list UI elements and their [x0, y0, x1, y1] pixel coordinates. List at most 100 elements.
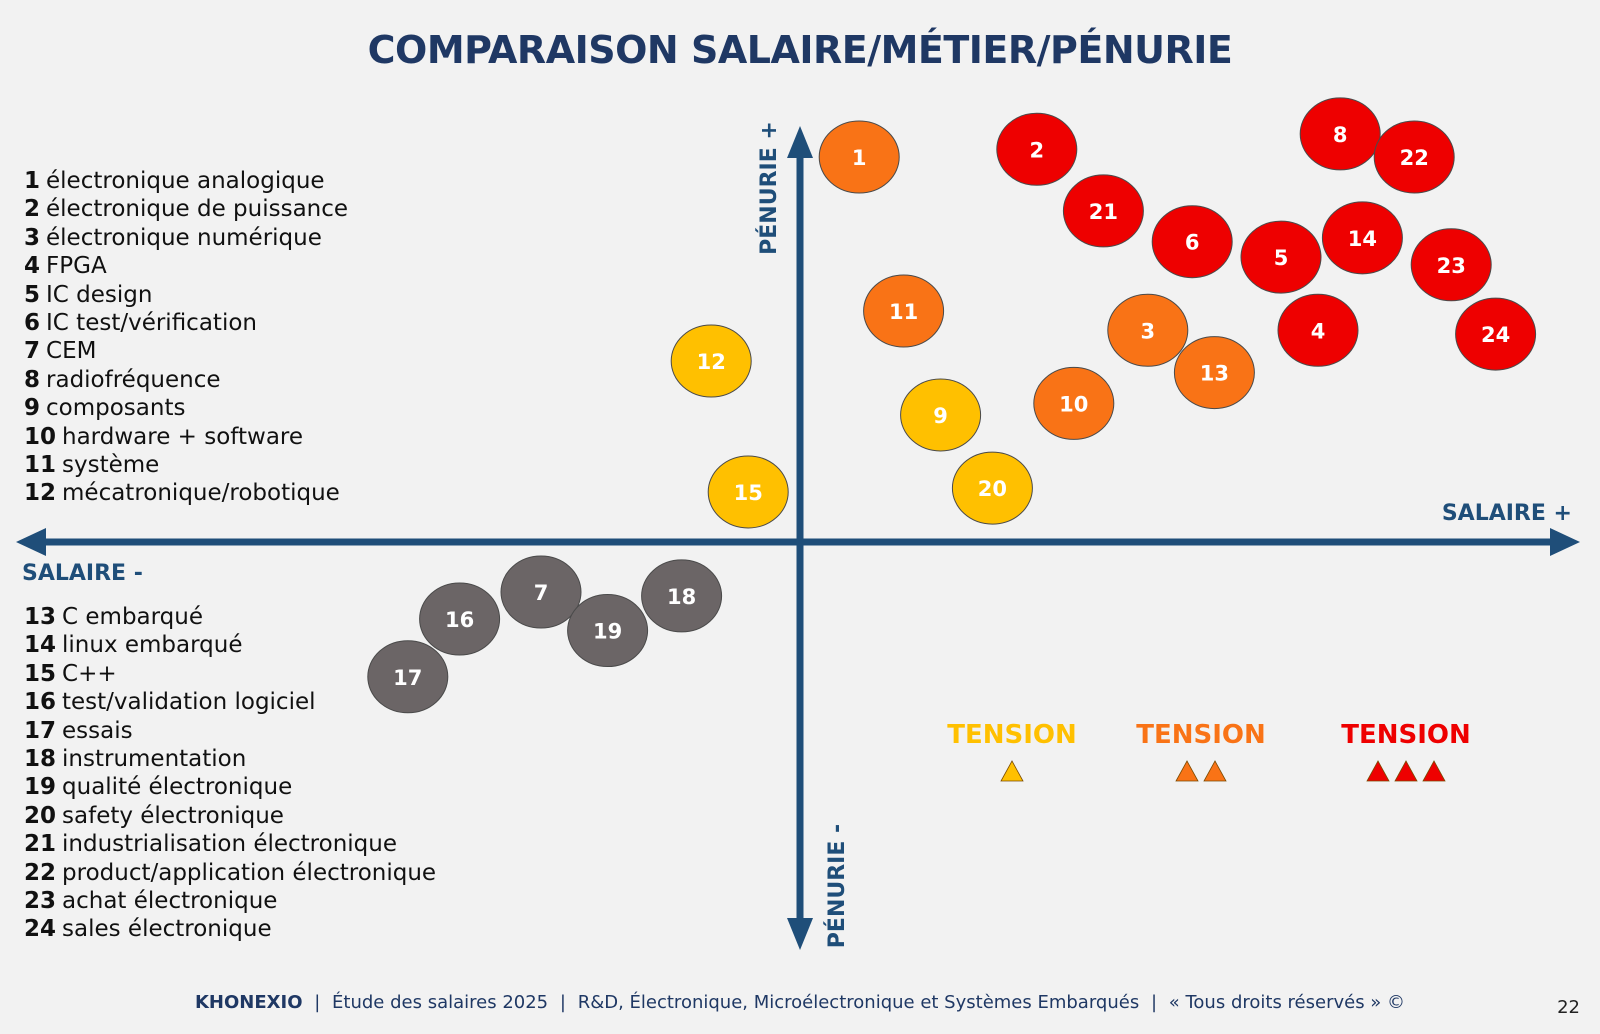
data-point-18: 18 — [641, 559, 723, 633]
y-axis-arrow-positive — [787, 126, 813, 158]
data-point-label: 6 — [1185, 231, 1200, 255]
legend-item: 7 CEM — [24, 337, 348, 365]
legend-item-number: 23 — [24, 887, 57, 914]
data-point-marker — [1321, 201, 1403, 275]
x-axis-arrow-negative — [16, 528, 46, 556]
data-point-label: 4 — [1311, 319, 1326, 343]
tension-triangles-3 — [1331, 760, 1481, 786]
y-axis-arrow-negative — [787, 918, 813, 950]
data-point-22: 22 — [1373, 120, 1455, 194]
data-point-label: 2 — [1029, 138, 1044, 162]
data-point-label: 1 — [852, 146, 867, 170]
axis-labels: SALAIRE + SALAIRE - PÉNURIE + PÉNURIE - — [22, 121, 1572, 948]
tension-triangle-icon — [1422, 760, 1446, 782]
tension-triangle-icon — [1175, 760, 1199, 782]
data-point-6: 6 — [1151, 205, 1233, 279]
legend-item-label: C embarqué — [62, 604, 204, 630]
x-axis-label-positive: SALAIRE + — [1442, 501, 1572, 526]
footer-separator: | — [314, 992, 321, 1013]
legend-item-label: industrialisation électronique — [62, 831, 397, 858]
tension-triangle-icon — [1394, 760, 1418, 782]
data-point-21: 21 — [1062, 174, 1144, 248]
data-point-marker — [367, 640, 449, 714]
legend-item-number: 3 — [24, 224, 41, 251]
data-point-marker — [1299, 97, 1381, 171]
legend-item-number: 18 — [24, 745, 57, 772]
legend-item-number: 5 — [24, 281, 41, 308]
data-point-5: 5 — [1240, 220, 1322, 294]
data-point-marker — [500, 555, 582, 629]
legend-item-label: product/application électronique — [62, 859, 437, 886]
data-point-label: 14 — [1348, 227, 1377, 251]
footer-separator: | — [1150, 992, 1158, 1013]
data-point-label: 22 — [1400, 146, 1429, 170]
tension-triangles-2 — [1126, 760, 1276, 786]
legend-item: 22 product/application électronique — [24, 859, 436, 887]
data-point-label: 18 — [667, 585, 696, 609]
tension-label-3: TENSION — [1341, 720, 1471, 750]
legend-item-number: 6 — [24, 309, 41, 336]
data-point-7: 7 — [500, 555, 582, 629]
data-point-marker — [1373, 120, 1455, 194]
data-point-label: 24 — [1481, 323, 1510, 347]
data-point-label: 10 — [1059, 392, 1088, 416]
legend-item-number: 10 — [24, 423, 57, 450]
data-point-marker — [567, 594, 649, 668]
data-point-marker — [1455, 297, 1537, 371]
chart-axes — [16, 126, 1580, 950]
legend-item: 3 électronique numérique — [24, 224, 348, 252]
data-point-marker — [707, 455, 789, 529]
legend-item-label: achat électronique — [62, 887, 278, 914]
data-point-label: 16 — [445, 608, 474, 632]
legend-item-number: 14 — [24, 632, 57, 659]
footer-rights: « Tous droits réservés » © — [1168, 992, 1406, 1013]
legend-bottom: 13 C embarqué 14 linux embarqué 15 C++ 16 test/… — [24, 603, 436, 944]
data-point-9: 9 — [900, 378, 982, 452]
data-point-label: 11 — [889, 300, 918, 324]
legend-item-label: sales électronique — [62, 916, 272, 943]
legend-item-label: électronique numérique — [46, 224, 322, 251]
data-point-label: 3 — [1140, 319, 1155, 343]
legend-item-label: CEM — [46, 338, 97, 365]
legend-item: 16 test/validation logiciel — [24, 688, 436, 716]
legend-item: 5 IC design — [24, 281, 348, 309]
legend-item: 20 safety électronique — [24, 802, 436, 830]
legend-item-number: 4 — [24, 253, 41, 280]
legend-item: 9 composants — [24, 394, 348, 422]
data-point-11: 11 — [863, 274, 945, 348]
legend-item-label: IC test/vérification — [46, 309, 257, 336]
legend-item-number: 16 — [24, 689, 57, 716]
y-axis-label-negative: PÉNURIE - — [824, 824, 850, 948]
data-point-3: 3 — [1107, 293, 1189, 367]
data-point-marker — [900, 378, 982, 452]
legend-item-label: instrumentation — [62, 745, 247, 772]
data-point-marker — [1410, 228, 1492, 302]
legend-item-label: linux embarqué — [62, 632, 243, 659]
data-point-marker — [1107, 293, 1189, 367]
legend-item: 24 sales électronique — [24, 915, 436, 943]
y-axis-label-positive: PÉNURIE + — [756, 121, 782, 255]
footer-brand: KHONEXIO — [194, 992, 303, 1013]
legend-item-number: 11 — [24, 451, 57, 478]
data-point-marker — [1033, 366, 1115, 440]
legend-item-number: 9 — [24, 395, 41, 422]
legend-item-label: qualité électronique — [62, 774, 293, 801]
data-point-marker — [1277, 293, 1359, 367]
legend-item: 1 électronique analogique — [24, 167, 348, 195]
data-point-10: 10 — [1033, 366, 1115, 440]
legend-item-number: 15 — [24, 660, 57, 687]
tension-label-2: TENSION — [1136, 720, 1266, 750]
data-point-17: 17 — [367, 640, 449, 714]
legend-item: 15 C++ — [24, 660, 436, 688]
legend-item: 8 radiofréquence — [24, 366, 348, 394]
legend-item-number: 17 — [24, 717, 57, 744]
legend-item-number: 2 — [24, 196, 41, 223]
data-point-label: 8 — [1333, 123, 1348, 147]
legend-item-label: essais — [62, 717, 133, 744]
legend-item-label: hardware + software — [62, 423, 304, 450]
legend-item-number: 1 — [24, 168, 41, 194]
data-point-label: 21 — [1089, 200, 1118, 224]
data-point-label: 15 — [734, 481, 763, 505]
legend-item-number: 24 — [24, 916, 57, 943]
tension-triangle-icon — [1366, 760, 1390, 782]
